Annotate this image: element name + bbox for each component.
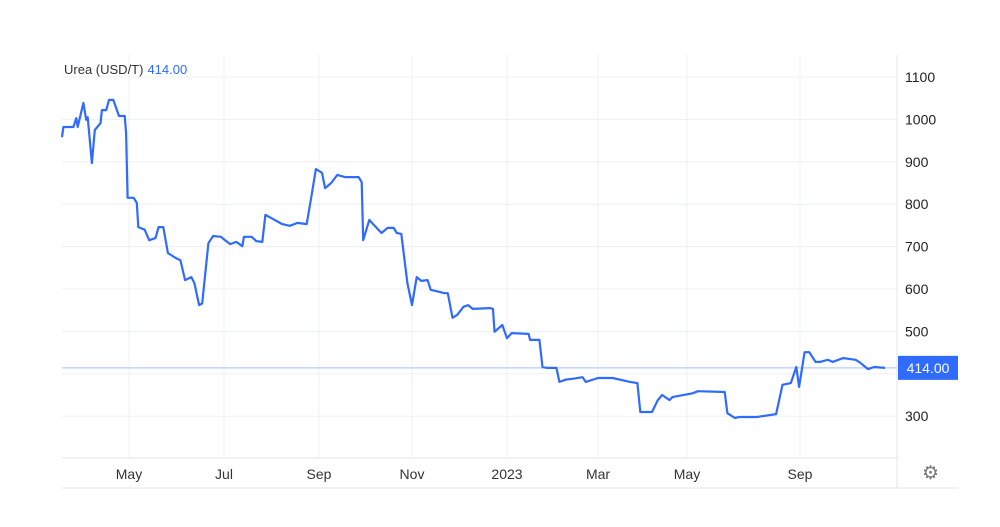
y-tick-label: 600 [905,281,929,297]
y-tick-label: 300 [905,408,929,424]
y-tick-label: 1100 [905,69,935,85]
y-tick-label: 1000 [905,111,936,127]
x-tick-label: Sep [788,466,813,482]
legend-series-name: Urea (USD/T) [64,62,144,77]
y-tick-label: 700 [905,239,929,255]
gear-icon[interactable]: ⚙ [922,463,940,484]
y-tick-label: 500 [905,323,929,339]
x-tick-label: Nov [400,466,425,482]
x-tick-label: May [116,466,142,482]
x-tick-label: Sep [307,466,332,482]
legend: Urea (USD/T) 414.00 [64,62,187,77]
legend-value: 414.00 [147,62,188,77]
series-line [60,98,886,419]
x-tick-label: Jul [215,466,233,482]
y-tick-label: 800 [905,196,929,212]
x-tick-label: May [674,466,700,482]
x-tick-label: 2023 [491,466,522,482]
current-price-badge [898,355,958,380]
current-price-label: 414.00 [907,360,950,376]
x-tick-label: Mar [586,466,610,482]
y-tick-label: 900 [905,154,929,170]
